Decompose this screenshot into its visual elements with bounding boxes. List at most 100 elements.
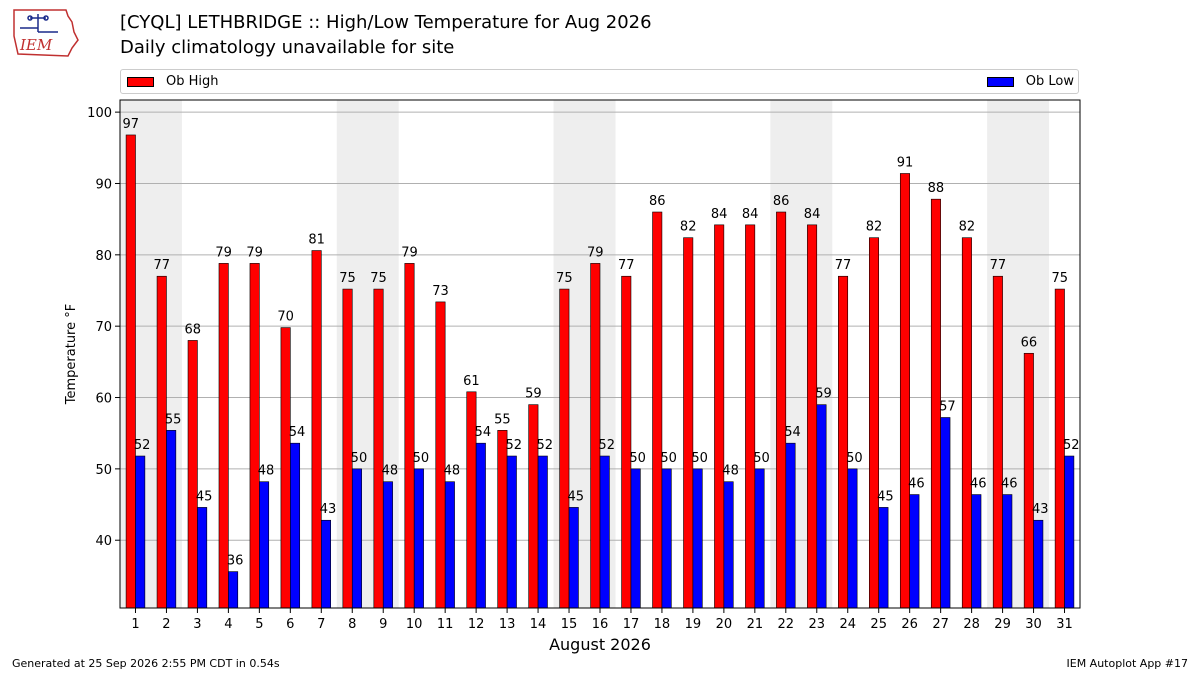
chart-subtitle: Daily climatology unavailable for site xyxy=(120,37,455,58)
bar-high-day-17 xyxy=(621,275,632,609)
bar-high-day-3 xyxy=(187,340,198,609)
bar-low-day-18 xyxy=(661,468,672,609)
bar-low-day-17 xyxy=(630,468,641,609)
x-tick-label-29: 29 xyxy=(994,617,1011,632)
bar-high-day-30 xyxy=(1023,352,1034,609)
bar-high-day-19 xyxy=(683,237,694,609)
bar-low-day-4 xyxy=(228,571,239,609)
bars xyxy=(125,134,1075,609)
x-tick-label-8: 8 xyxy=(348,617,356,632)
label-low-day-19: 50 xyxy=(691,451,708,466)
bar-low-day-12 xyxy=(475,442,486,609)
label-high-day-24: 77 xyxy=(835,258,852,273)
label-low-day-27: 57 xyxy=(939,400,956,415)
label-low-day-16: 52 xyxy=(598,438,615,453)
bar-low-day-1 xyxy=(135,455,146,609)
label-low-day-20: 48 xyxy=(722,464,739,479)
x-tick-label-7: 7 xyxy=(317,617,325,632)
label-high-day-11: 73 xyxy=(432,284,449,299)
label-high-day-6: 70 xyxy=(277,310,294,325)
x-tick-label-2: 2 xyxy=(162,617,170,632)
label-low-day-31: 52 xyxy=(1063,438,1080,453)
label-high-day-23: 84 xyxy=(804,207,821,222)
x-tick-label-18: 18 xyxy=(654,617,671,632)
bar-low-day-10 xyxy=(413,468,424,609)
bar-low-day-28 xyxy=(971,494,982,609)
label-low-day-4: 36 xyxy=(227,554,244,569)
x-tick-label-1: 1 xyxy=(131,617,139,632)
bar-low-day-6 xyxy=(290,442,301,609)
y-tick-label-60: 60 xyxy=(95,392,112,407)
bar-high-day-24 xyxy=(838,275,849,609)
x-tick-label-5: 5 xyxy=(255,617,263,632)
x-tick-label-3: 3 xyxy=(193,617,201,632)
bar-high-day-26 xyxy=(899,173,910,609)
label-high-day-25: 82 xyxy=(866,220,883,235)
bar-low-day-8 xyxy=(351,468,362,609)
x-tick-label-19: 19 xyxy=(685,617,702,632)
label-low-day-29: 46 xyxy=(1001,477,1018,492)
bar-low-day-16 xyxy=(599,455,610,609)
y-tick-label-50: 50 xyxy=(95,463,112,478)
label-high-day-7: 81 xyxy=(308,233,325,248)
bar-high-day-20 xyxy=(714,224,725,609)
x-tick-label-16: 16 xyxy=(592,617,609,632)
bar-low-day-22 xyxy=(785,442,796,609)
label-high-day-21: 84 xyxy=(742,207,759,222)
bar-low-day-24 xyxy=(847,468,858,609)
y-tick-label-90: 90 xyxy=(95,177,112,192)
legend-item-low: Ob Low xyxy=(986,74,1074,89)
bar-high-day-6 xyxy=(280,327,291,609)
x-tick-label-17: 17 xyxy=(623,617,640,632)
bar-high-day-1 xyxy=(125,134,136,609)
x-tick-label-14: 14 xyxy=(530,617,547,632)
label-high-day-5: 79 xyxy=(246,245,263,260)
label-low-day-9: 48 xyxy=(382,464,399,479)
label-high-day-20: 84 xyxy=(711,207,728,222)
label-high-day-26: 91 xyxy=(897,155,914,170)
x-tick-label-24: 24 xyxy=(839,617,856,632)
legend: Ob High Ob Low xyxy=(120,69,1079,94)
x-tick-label-31: 31 xyxy=(1056,617,1073,632)
bar-high-day-16 xyxy=(590,263,601,609)
label-high-day-8: 75 xyxy=(339,271,356,286)
label-low-day-6: 54 xyxy=(289,425,306,440)
x-tick-label-20: 20 xyxy=(716,617,733,632)
bar-high-day-11 xyxy=(435,301,446,609)
label-high-day-14: 59 xyxy=(525,387,542,402)
x-tick-label-21: 21 xyxy=(747,617,764,632)
footer-app: IEM Autoplot App #17 xyxy=(1066,657,1189,670)
x-tick-label-4: 4 xyxy=(224,617,232,632)
bar-low-day-25 xyxy=(878,507,889,609)
bar-high-day-21 xyxy=(745,224,756,609)
label-low-day-28: 46 xyxy=(970,477,987,492)
bar-high-day-18 xyxy=(652,211,663,609)
label-low-day-13: 52 xyxy=(506,438,523,453)
bar-high-day-2 xyxy=(156,275,167,609)
label-high-day-1: 97 xyxy=(123,117,140,132)
bar-low-day-29 xyxy=(1002,494,1013,609)
label-low-day-26: 46 xyxy=(908,477,925,492)
label-high-day-9: 75 xyxy=(370,271,387,286)
x-tick-label-12: 12 xyxy=(468,617,485,632)
y-tick-label-100: 100 xyxy=(87,106,112,121)
label-high-day-12: 61 xyxy=(463,374,480,389)
x-tick-label-9: 9 xyxy=(379,617,387,632)
bar-low-day-23 xyxy=(816,404,827,609)
bar-low-day-14 xyxy=(537,455,548,609)
y-axis-label: Temperature °F xyxy=(64,304,79,405)
x-tick-label-10: 10 xyxy=(406,617,423,632)
bar-high-day-9 xyxy=(373,288,384,609)
label-low-day-3: 45 xyxy=(196,489,213,504)
bar-high-day-22 xyxy=(776,211,787,609)
label-high-day-19: 82 xyxy=(680,220,697,235)
bar-high-day-14 xyxy=(528,404,539,609)
x-tick-label-30: 30 xyxy=(1025,617,1042,632)
label-high-day-17: 77 xyxy=(618,258,635,273)
bar-low-day-26 xyxy=(909,494,920,609)
label-low-day-8: 50 xyxy=(351,451,368,466)
bar-low-day-27 xyxy=(940,417,951,609)
svg-text:IEM: IEM xyxy=(19,36,53,54)
bar-low-day-21 xyxy=(754,468,765,609)
